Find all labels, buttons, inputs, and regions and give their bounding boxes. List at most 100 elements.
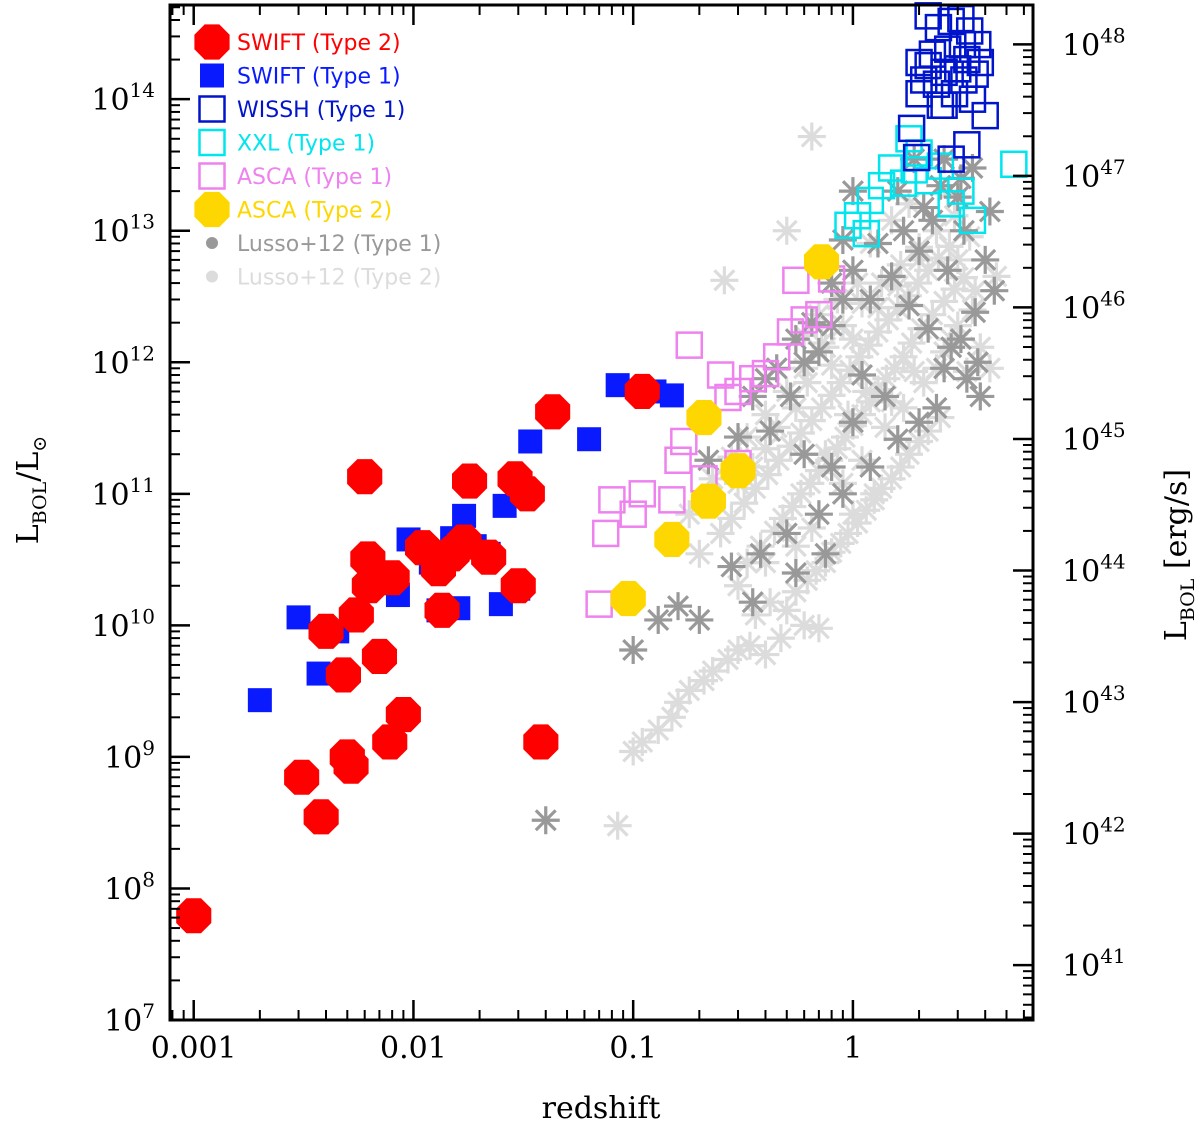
series-lusso-12-type-2 bbox=[603, 122, 1011, 840]
data-point bbox=[838, 408, 867, 437]
y-left-tick-label: 108 bbox=[104, 867, 155, 907]
y-right-tick-label: 1041 bbox=[1062, 944, 1126, 984]
data-point bbox=[347, 459, 383, 495]
legend-label: XXL (Type 1) bbox=[237, 132, 375, 157]
data-point bbox=[980, 276, 1009, 305]
data-point bbox=[603, 811, 632, 840]
legend-item: SWIFT (Type 2) bbox=[194, 24, 401, 60]
data-point bbox=[880, 354, 909, 383]
data-point bbox=[856, 285, 885, 314]
data-point bbox=[848, 361, 877, 390]
svg-text:LBOL/L⊙: LBOL/L⊙ bbox=[11, 436, 51, 544]
data-marks bbox=[176, 2, 1028, 934]
data-point bbox=[308, 613, 344, 649]
data-point bbox=[949, 216, 978, 245]
data-point bbox=[372, 724, 408, 760]
data-point bbox=[535, 394, 571, 430]
data-point bbox=[877, 262, 906, 291]
data-point bbox=[952, 364, 981, 393]
data-point bbox=[756, 417, 785, 446]
y-left-tick-label: 1014 bbox=[91, 78, 155, 118]
data-point bbox=[895, 125, 923, 153]
data-point bbox=[961, 298, 990, 327]
data-point bbox=[766, 624, 795, 653]
data-point bbox=[905, 237, 934, 266]
data-point bbox=[424, 592, 460, 628]
data-point bbox=[694, 446, 723, 475]
data-point bbox=[856, 186, 885, 215]
data-point bbox=[675, 676, 704, 705]
data-point bbox=[963, 348, 992, 377]
y-right-tick-label: 1046 bbox=[1062, 286, 1126, 326]
data-point bbox=[738, 588, 767, 617]
data-point bbox=[971, 245, 1000, 274]
data-point bbox=[852, 377, 881, 406]
data-point bbox=[790, 440, 819, 469]
data-point bbox=[664, 446, 692, 474]
data-point bbox=[751, 359, 780, 388]
data-point bbox=[658, 486, 686, 514]
data-point bbox=[895, 291, 924, 320]
data-point bbox=[751, 400, 780, 429]
data-point bbox=[523, 724, 559, 760]
legend-label: WISSH (Type 1) bbox=[237, 98, 405, 123]
data-point bbox=[918, 206, 947, 235]
data-point bbox=[964, 30, 992, 59]
data-point bbox=[724, 423, 753, 452]
y-right-tick-label: 1047 bbox=[1062, 155, 1126, 195]
legend-item: Lusso+12 (Type 2) bbox=[206, 266, 441, 291]
data-point bbox=[350, 541, 386, 577]
data-point bbox=[860, 479, 889, 508]
data-point bbox=[385, 697, 421, 733]
data-point bbox=[577, 427, 602, 452]
y-right-tick-label: 1042 bbox=[1062, 813, 1126, 853]
data-point bbox=[889, 216, 918, 245]
legend-label: ASCA (Type 2) bbox=[237, 199, 392, 224]
data-point bbox=[933, 256, 962, 285]
data-point bbox=[897, 114, 926, 143]
legend-marker bbox=[198, 95, 226, 123]
data-point bbox=[654, 521, 690, 557]
data-point bbox=[966, 48, 995, 77]
x-axis-title: redshift bbox=[542, 1091, 661, 1126]
plot-frame bbox=[168, 3, 1035, 1022]
data-point bbox=[926, 152, 955, 180]
data-point bbox=[804, 244, 840, 280]
data-point bbox=[828, 479, 857, 508]
y-left-tick-label: 1012 bbox=[91, 341, 155, 381]
data-point bbox=[922, 393, 951, 422]
data-point bbox=[914, 314, 943, 343]
data-point bbox=[905, 408, 934, 437]
data-point bbox=[706, 361, 735, 389]
data-point bbox=[247, 688, 272, 713]
data-point bbox=[975, 197, 1004, 226]
y-right-tick-label: 1044 bbox=[1062, 550, 1126, 590]
data-point bbox=[900, 357, 929, 386]
data-point bbox=[937, 7, 965, 36]
data-point bbox=[325, 657, 361, 693]
data-point bbox=[659, 383, 684, 408]
data-point bbox=[619, 635, 648, 664]
data-point bbox=[961, 276, 990, 305]
data-point bbox=[762, 343, 791, 371]
legend-item: ASCA (Type 1) bbox=[198, 162, 392, 190]
data-point bbox=[877, 464, 906, 493]
data-point bbox=[933, 35, 962, 63]
data-point bbox=[690, 483, 726, 519]
y-axis-right-title: LBOL [erg/s] bbox=[1159, 469, 1199, 641]
data-point bbox=[338, 597, 374, 633]
data-point bbox=[644, 716, 673, 745]
data-point bbox=[790, 306, 818, 334]
legend-marker bbox=[194, 191, 230, 228]
data-point bbox=[717, 552, 746, 581]
series-lusso-12-type-1 bbox=[531, 145, 1009, 835]
axis-ticks: 0.001 0.01 0.1 1 107 108 109 1010 1011 1012 1013 10… bbox=[91, 5, 1126, 1066]
y-left-tick-label: 109 bbox=[104, 736, 155, 776]
data-point bbox=[772, 596, 801, 625]
data-point bbox=[886, 250, 915, 279]
legend-label: ASCA (Type 1) bbox=[237, 165, 392, 190]
series-asca-type-2 bbox=[610, 244, 840, 617]
x-tick-label: 1 bbox=[843, 1031, 862, 1066]
data-point bbox=[781, 559, 810, 588]
data-point bbox=[958, 206, 987, 235]
